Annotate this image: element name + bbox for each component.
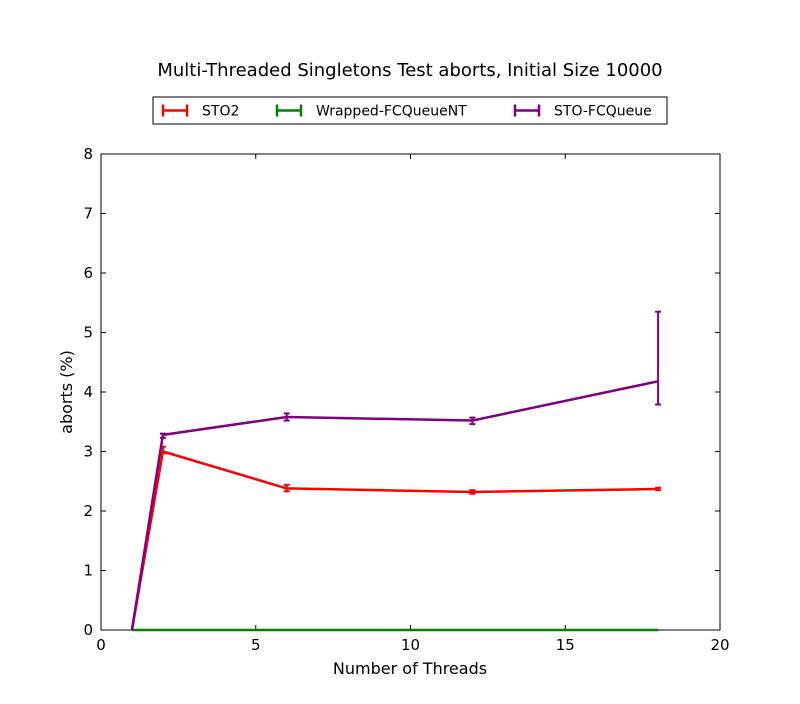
series-line-sto-fcqueue	[132, 381, 658, 630]
legend: STO2 Wrapped-FCQueueNT STO-FCQueue	[153, 97, 667, 124]
y-tick-label: 3	[83, 443, 93, 461]
y-tick-label: 2	[83, 502, 93, 520]
y-axis-label: aborts (%)	[57, 350, 76, 434]
x-tick-label: 15	[556, 636, 575, 654]
chart-title: Multi-Threaded Singletons Test aborts, I…	[157, 60, 662, 81]
y-tick-label: 0	[83, 621, 93, 639]
x-axis-label: Number of Threads	[333, 659, 487, 678]
y-tick-label: 1	[83, 562, 93, 580]
x-tick-label: 20	[710, 636, 729, 654]
series-line-sto2	[132, 452, 658, 631]
y-tick-label: 4	[83, 383, 93, 401]
x-tick-label: 5	[251, 636, 261, 654]
legend-label: Wrapped-FCQueueNT	[316, 104, 467, 120]
y-tick-label: 6	[83, 264, 93, 282]
legend-label: STO-FCQueue	[554, 104, 652, 120]
plot-area: 0 5 10 15 20 0 1 2 3 4 5 6 7 8	[83, 145, 729, 654]
y-tick-label: 7	[83, 205, 93, 223]
y-tick-label: 8	[83, 145, 93, 163]
y-tick-label: 5	[83, 324, 93, 342]
x-tick-label: 0	[96, 636, 106, 654]
plot-frame	[101, 154, 720, 630]
legend-label: STO2	[202, 104, 239, 120]
x-tick-label: 10	[401, 636, 420, 654]
